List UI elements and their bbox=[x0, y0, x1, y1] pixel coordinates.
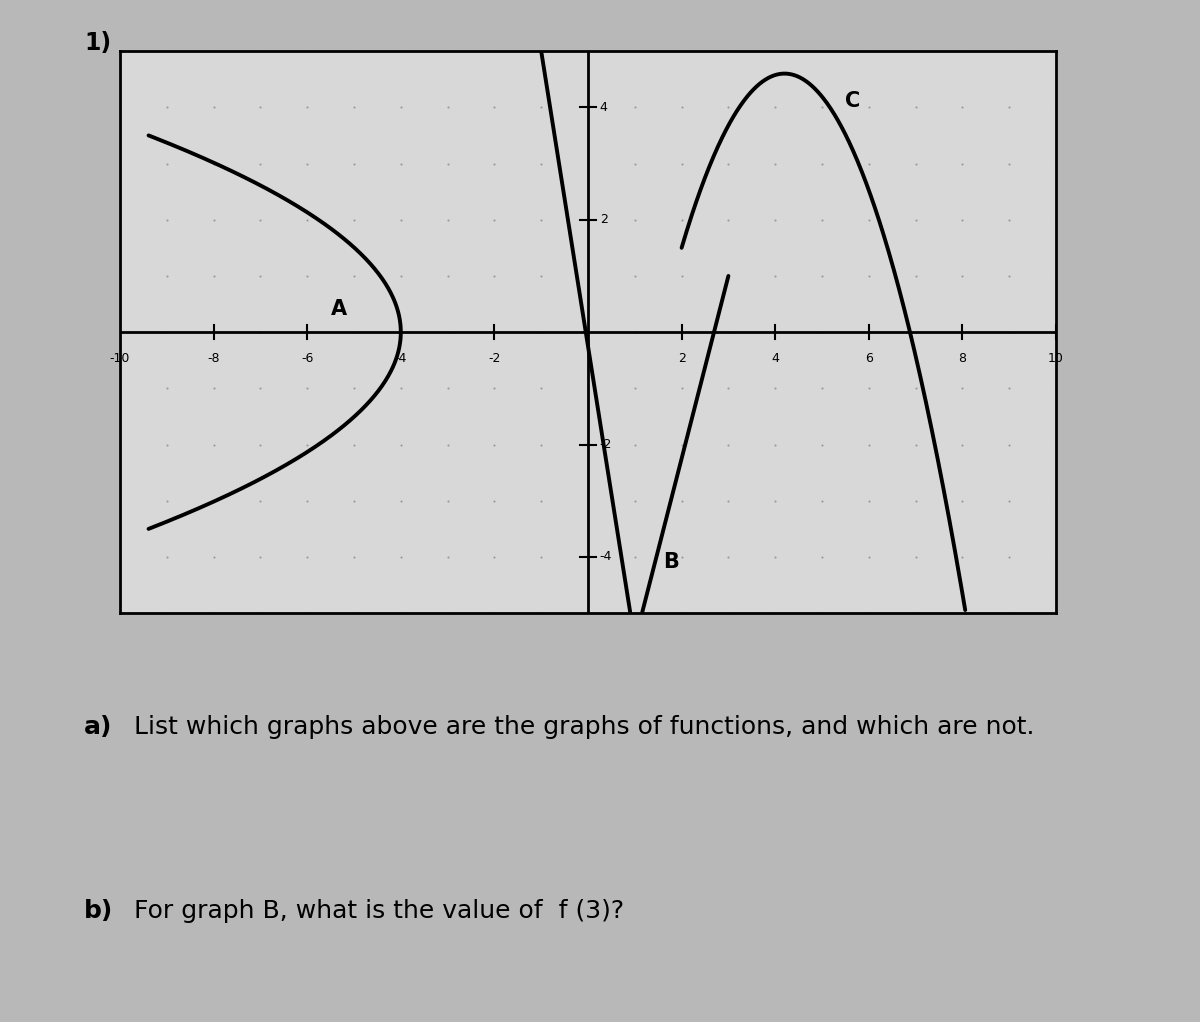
Text: For graph B, what is the value of  f (3)?: For graph B, what is the value of f (3)? bbox=[126, 899, 624, 923]
Text: -4: -4 bbox=[600, 551, 612, 563]
Text: 4: 4 bbox=[772, 352, 779, 365]
Text: -8: -8 bbox=[208, 352, 220, 365]
Text: 1): 1) bbox=[84, 31, 112, 54]
Text: -2: -2 bbox=[600, 438, 612, 451]
Text: A: A bbox=[330, 299, 347, 319]
Text: 6: 6 bbox=[865, 352, 872, 365]
Text: B: B bbox=[662, 552, 679, 572]
Text: a): a) bbox=[84, 715, 113, 739]
Text: 10: 10 bbox=[1048, 352, 1064, 365]
Text: -6: -6 bbox=[301, 352, 313, 365]
Text: b): b) bbox=[84, 899, 113, 923]
Text: -10: -10 bbox=[110, 352, 130, 365]
Text: -4: -4 bbox=[395, 352, 407, 365]
Text: 2: 2 bbox=[600, 214, 607, 226]
Text: C: C bbox=[846, 91, 860, 111]
Text: -2: -2 bbox=[488, 352, 500, 365]
Text: 2: 2 bbox=[678, 352, 685, 365]
Text: List which graphs above are the graphs of functions, and which are not.: List which graphs above are the graphs o… bbox=[126, 715, 1034, 739]
Text: 8: 8 bbox=[959, 352, 966, 365]
Text: 4: 4 bbox=[600, 101, 607, 113]
